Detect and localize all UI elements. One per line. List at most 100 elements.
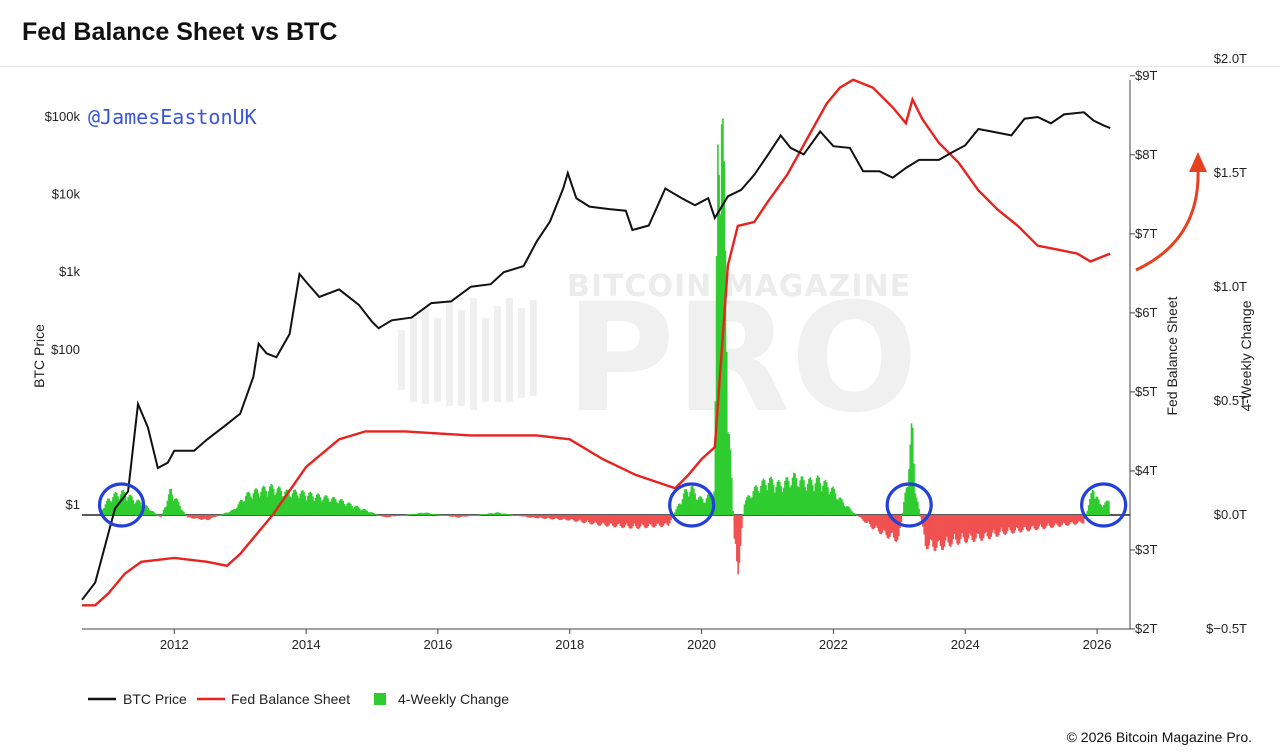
change-bar xyxy=(119,494,122,515)
change-bar xyxy=(315,494,318,515)
change-bar xyxy=(265,490,267,515)
change-bar xyxy=(963,515,966,542)
change-bar xyxy=(823,481,825,515)
change-bar xyxy=(146,506,148,515)
change-bar xyxy=(569,515,571,521)
change-bar xyxy=(523,515,526,517)
change-bar xyxy=(107,498,109,515)
change-bar xyxy=(786,477,789,515)
change-bar xyxy=(734,515,737,544)
change-bar xyxy=(775,486,777,515)
change-bar xyxy=(477,514,480,516)
change-bar xyxy=(962,515,965,538)
change-bar xyxy=(547,515,550,518)
change-bar xyxy=(371,512,374,515)
change-bar xyxy=(566,515,569,521)
change-bar xyxy=(917,501,919,515)
change-bar xyxy=(595,515,598,523)
change-bar xyxy=(851,511,853,515)
change-bar xyxy=(606,515,609,527)
highlight-circle xyxy=(668,482,716,528)
change-bar xyxy=(676,506,679,515)
change-bar xyxy=(914,493,917,515)
change-bar xyxy=(219,514,222,516)
change-bar xyxy=(941,515,943,550)
change-bar xyxy=(355,505,357,515)
change-bar xyxy=(322,499,324,515)
change-bar xyxy=(138,500,141,515)
change-bar xyxy=(898,515,900,537)
change-bar xyxy=(877,515,880,532)
change-bar xyxy=(714,401,717,515)
change-bar xyxy=(427,512,429,515)
change-bar xyxy=(203,515,205,519)
page-title: Fed Balance Sheet vs BTC xyxy=(22,18,338,46)
change-bar xyxy=(868,515,871,525)
change-bar xyxy=(534,515,537,519)
change-bar xyxy=(886,515,889,539)
fed-tick-label: $9T xyxy=(1135,68,1157,83)
change-bar xyxy=(1071,515,1074,523)
change-bar xyxy=(777,480,780,515)
change-bar xyxy=(334,499,337,515)
change-bar xyxy=(185,515,188,517)
change-bar xyxy=(181,510,184,515)
change-bar xyxy=(152,511,155,515)
change-bar xyxy=(743,504,746,515)
change-bar xyxy=(375,514,377,515)
change-bar xyxy=(756,486,758,515)
change-bar xyxy=(314,497,317,515)
up-arrow-icon xyxy=(1135,152,1207,272)
change-bar xyxy=(728,434,731,515)
weekly-change-bars xyxy=(100,118,1110,575)
change-bar xyxy=(434,514,437,515)
change-bar xyxy=(908,469,910,515)
change-bar xyxy=(980,515,982,541)
change-bar xyxy=(121,490,123,515)
change-bar xyxy=(1089,498,1091,515)
change-bar xyxy=(879,515,881,534)
change-bar xyxy=(1008,515,1010,528)
change-bar xyxy=(765,484,767,515)
change-bar xyxy=(953,515,956,534)
change-bar xyxy=(613,515,615,528)
change-bar xyxy=(679,503,681,515)
legend: BTC Price Fed Balance Sheet 4-Weekly Cha… xyxy=(88,691,509,707)
change-bar xyxy=(196,515,199,518)
change-bar xyxy=(990,515,993,537)
change-bar xyxy=(736,515,738,562)
change-bar xyxy=(741,515,743,529)
change-bar xyxy=(805,490,808,515)
change-bar xyxy=(686,491,689,515)
change-bar xyxy=(339,499,342,515)
change-bar xyxy=(639,515,642,527)
change-bar xyxy=(932,515,934,547)
change-bar xyxy=(791,477,794,515)
change-bar xyxy=(1104,502,1106,515)
change-bar xyxy=(522,515,524,517)
change-bar xyxy=(247,491,250,515)
change-bar xyxy=(574,515,576,522)
change-bar xyxy=(243,501,246,515)
change-bar xyxy=(346,503,348,515)
change-bar xyxy=(928,515,931,546)
change-bar xyxy=(653,515,656,528)
change-bar xyxy=(395,515,398,517)
change-bar xyxy=(561,515,564,520)
change-bar xyxy=(153,512,156,515)
change-bar xyxy=(904,492,906,515)
left-tick-label: $1k xyxy=(59,264,80,279)
change-bar xyxy=(209,515,212,519)
change-bar xyxy=(289,496,291,515)
change-bar xyxy=(644,515,647,529)
change-bar xyxy=(465,515,467,517)
change-bar xyxy=(472,515,475,516)
change-bar xyxy=(1095,496,1098,515)
change-bar xyxy=(1039,515,1042,525)
change-bar xyxy=(450,515,452,517)
change-bar xyxy=(768,478,771,515)
change-bar xyxy=(937,515,939,542)
change-bar xyxy=(129,494,132,515)
change-bar xyxy=(161,513,164,515)
